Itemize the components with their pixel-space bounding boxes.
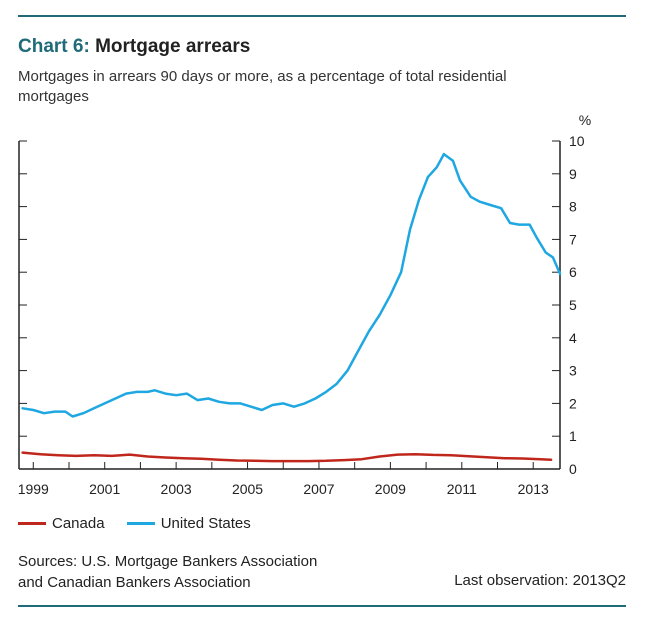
x-tick-label: 2011 [447, 481, 477, 497]
chart-title-text: Mortgage arrears [95, 36, 251, 57]
y-tick-label: 10 [569, 133, 585, 149]
series-line-united-states [21, 152, 562, 418]
y-tick-label: 1 [569, 428, 577, 444]
y-tick-label: 6 [569, 264, 577, 280]
y-tick-label: 0 [569, 461, 577, 477]
y-tick-label: 5 [569, 297, 577, 313]
y-axis-unit: % [579, 112, 591, 128]
x-tick-label: 2001 [89, 481, 120, 497]
x-tick-label: 2005 [232, 481, 263, 497]
sources-line-2: and Canadian Bankers Association [18, 574, 251, 591]
sources: Sources: U.S. Mortgage Bankers Associati… [18, 551, 317, 593]
chart-number: Chart 6: [18, 36, 90, 57]
sources-line-1: Sources: U.S. Mortgage Bankers Associati… [18, 553, 318, 570]
x-tick-label: 2003 [161, 481, 192, 497]
legend-item-us: United States [126, 515, 251, 532]
x-tick-label: 2009 [375, 481, 406, 497]
legend-label-canada: Canada [52, 515, 105, 532]
legend-item-canada: Canada [18, 515, 105, 532]
y-tick-label: 2 [569, 395, 577, 411]
y-tick-label: 8 [569, 199, 577, 215]
top-rule [18, 15, 626, 17]
x-tick-label: 1999 [18, 481, 49, 497]
y-tick-label: 3 [569, 363, 577, 379]
y-tick-label: 9 [569, 166, 577, 182]
line-chart: 0 1 2 3 4 5 6 7 8 9 10% 1999 2001 2003 2005 2007 2009 201… [18, 112, 592, 497]
bottom-rule [18, 605, 626, 607]
x-tick-label: 2007 [303, 481, 334, 497]
y-tick-label: 4 [569, 330, 577, 346]
canada-swatch [18, 522, 46, 525]
x-tick-label: 2013 [518, 481, 549, 497]
last-observation: Last observation: 2013Q2 [454, 572, 626, 589]
us-swatch [126, 522, 155, 525]
legend: Canada United States [18, 512, 269, 532]
legend-label-us: United States [160, 515, 251, 532]
series-line-canada [21, 451, 553, 463]
chart-subtitle: Mortgages in arrears 90 days or more, as… [18, 68, 507, 105]
chart-title: Chart 6: Mortgage arrears [18, 36, 250, 58]
y-tick-label: 7 [569, 231, 577, 247]
